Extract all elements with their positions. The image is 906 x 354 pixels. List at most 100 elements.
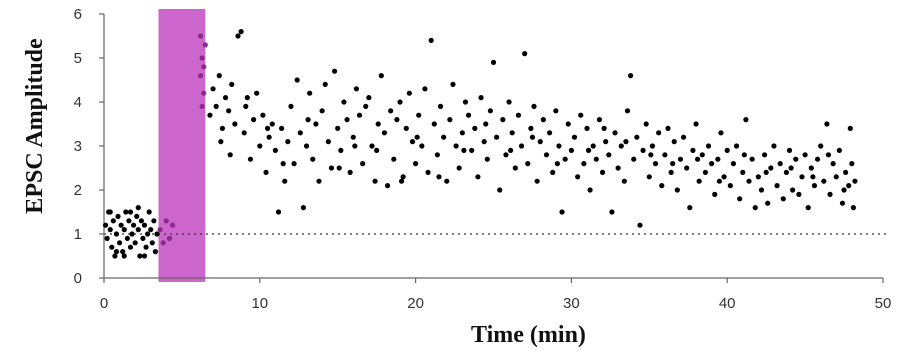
data-point	[540, 117, 546, 123]
data-point	[741, 152, 747, 158]
data-point	[690, 147, 696, 153]
data-point	[763, 169, 769, 175]
data-point	[774, 183, 780, 189]
y-tick-label: 5	[74, 50, 82, 67]
data-point	[811, 183, 818, 189]
data-point	[254, 90, 260, 96]
data-point	[141, 253, 148, 259]
y-tick-label: 4	[74, 94, 82, 111]
data-point	[487, 108, 493, 114]
data-point	[285, 139, 291, 145]
data-point	[282, 178, 288, 184]
data-point	[375, 121, 381, 127]
data-point	[777, 161, 783, 167]
data-point	[135, 205, 141, 211]
data-point	[102, 222, 109, 228]
data-point	[280, 161, 286, 167]
y-tick-label: 2	[74, 182, 82, 199]
data-point	[793, 156, 799, 162]
data-point	[810, 174, 816, 180]
x-tick-label: 0	[100, 295, 108, 312]
data-point	[146, 209, 152, 215]
data-point	[827, 191, 833, 197]
data-point	[447, 117, 453, 123]
data-point	[587, 187, 593, 193]
data-point	[143, 244, 149, 250]
data-point	[648, 152, 654, 158]
data-point	[609, 209, 615, 215]
data-point	[434, 152, 441, 158]
data-point	[799, 174, 805, 180]
data-point	[771, 143, 777, 149]
data-point	[637, 222, 643, 228]
data-point	[397, 99, 403, 105]
data-point	[160, 240, 166, 246]
data-point	[529, 134, 536, 140]
data-point	[151, 218, 157, 224]
data-point	[562, 156, 568, 162]
data-point	[852, 178, 858, 184]
data-point	[218, 139, 224, 145]
data-point	[148, 227, 154, 233]
data-point	[456, 165, 462, 171]
data-point	[316, 178, 322, 184]
data-point	[768, 165, 774, 171]
data-point	[578, 112, 584, 118]
data-point	[140, 235, 146, 241]
data-point	[127, 244, 134, 250]
data-point	[601, 125, 607, 131]
y-tick-label: 3	[74, 138, 82, 155]
data-point	[210, 86, 216, 92]
data-point	[740, 169, 746, 175]
data-point	[169, 222, 176, 228]
data-point	[132, 240, 138, 246]
data-point	[846, 183, 852, 189]
data-point	[112, 253, 118, 259]
data-point	[621, 178, 627, 184]
data-point	[229, 81, 235, 87]
data-point	[216, 73, 222, 79]
data-point	[291, 161, 297, 167]
data-point	[109, 244, 115, 250]
data-point	[123, 209, 129, 215]
x-tick-label: 40	[719, 295, 736, 312]
data-point	[465, 112, 472, 118]
data-point	[166, 235, 173, 241]
data-point	[163, 218, 169, 224]
data-point	[409, 139, 416, 145]
data-point	[115, 213, 121, 219]
data-point	[603, 139, 609, 145]
data-point	[694, 156, 701, 162]
data-point	[406, 90, 412, 96]
data-point	[780, 196, 786, 202]
data-point	[422, 86, 428, 92]
data-point	[350, 134, 356, 140]
data-point	[571, 134, 578, 140]
y-axis-title: EPSC Amplitude	[22, 38, 48, 214]
data-point	[628, 73, 634, 79]
data-point	[786, 147, 793, 153]
data-point	[275, 209, 282, 215]
data-point	[372, 178, 378, 184]
data-point	[419, 143, 425, 149]
data-point	[461, 147, 467, 153]
data-point	[137, 253, 143, 259]
data-point	[360, 161, 366, 167]
data-point	[121, 253, 127, 259]
data-point	[341, 99, 347, 105]
data-point	[684, 165, 690, 171]
data-point	[843, 169, 849, 175]
data-point	[674, 187, 680, 193]
data-point	[369, 143, 375, 149]
data-point	[783, 169, 790, 175]
data-point	[623, 139, 629, 145]
data-point	[575, 174, 581, 180]
data-point	[808, 165, 814, 171]
data-point	[353, 86, 359, 92]
data-point	[802, 152, 808, 158]
data-point	[199, 103, 205, 109]
data-point	[839, 200, 846, 206]
data-point	[749, 156, 755, 162]
